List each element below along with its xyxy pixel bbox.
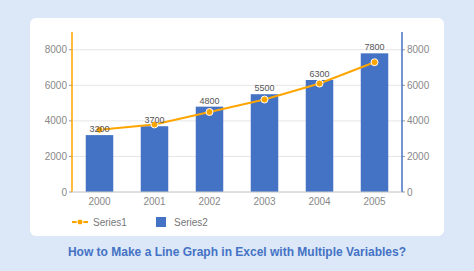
y2-tick-label: 2000 [407,151,430,162]
marker [206,109,213,116]
y2-tick-label: 0 [407,187,413,198]
y2-tick-label: 4000 [407,115,430,126]
data-label: 3200 [89,124,109,134]
legend-label: Series2 [174,217,208,228]
x-axis-line [72,192,402,193]
marker [261,96,268,103]
marker [316,80,323,87]
data-label: 4800 [199,96,219,106]
bar [251,94,279,192]
bar [196,107,224,192]
title: How to Make a Line Graph in Excel with M… [68,245,406,259]
y-axis-line [71,32,73,192]
grid-line [72,120,402,121]
x-tick-label: 2000 [88,196,111,207]
legend: Series1 Series2 [72,217,208,228]
x-tick-label: 2001 [143,196,166,207]
x-tick-label: 2004 [308,196,331,207]
chart-container: 0 2000 4000 6000 8000 0 2000 4000 6000 8000 2000 20… [0,0,474,271]
card [30,18,444,236]
grid-line [72,49,402,50]
grid-line [72,156,402,157]
y-tick-label: 8000 [45,44,68,55]
data-labels: 3200 3700 4800 5500 6300 7800 [89,42,384,134]
bar [306,80,334,192]
data-label: 5500 [254,83,274,93]
y-tick-label: 4000 [45,115,68,126]
legend-label: Series1 [93,217,127,228]
y2-tick-label: 8000 [407,44,430,55]
bar [361,53,389,192]
x-tick-label: 2003 [253,196,276,207]
background [0,0,474,271]
grid-line [72,85,402,86]
y2-tick-label: 6000 [407,80,430,91]
x-tick-label: 2002 [198,196,221,207]
bar [86,135,114,192]
data-label: 6300 [309,69,329,79]
chart-svg: 0 2000 4000 6000 8000 0 2000 4000 6000 8000 2000 20… [0,0,474,271]
y-tick-label: 6000 [45,80,68,91]
plot-marks [86,53,389,192]
data-label: 7800 [364,42,384,52]
bar [141,126,169,192]
y2-axis-line [401,32,403,192]
line [100,62,375,130]
x-tick-label: 2005 [363,196,386,207]
legend-swatch [156,217,166,227]
legend-swatch-marker [77,219,83,225]
marker [371,59,378,66]
data-label: 3700 [144,115,164,125]
y-tick-label: 2000 [45,151,68,162]
grid-line [72,192,402,193]
y-tick-label: 0 [61,187,67,198]
